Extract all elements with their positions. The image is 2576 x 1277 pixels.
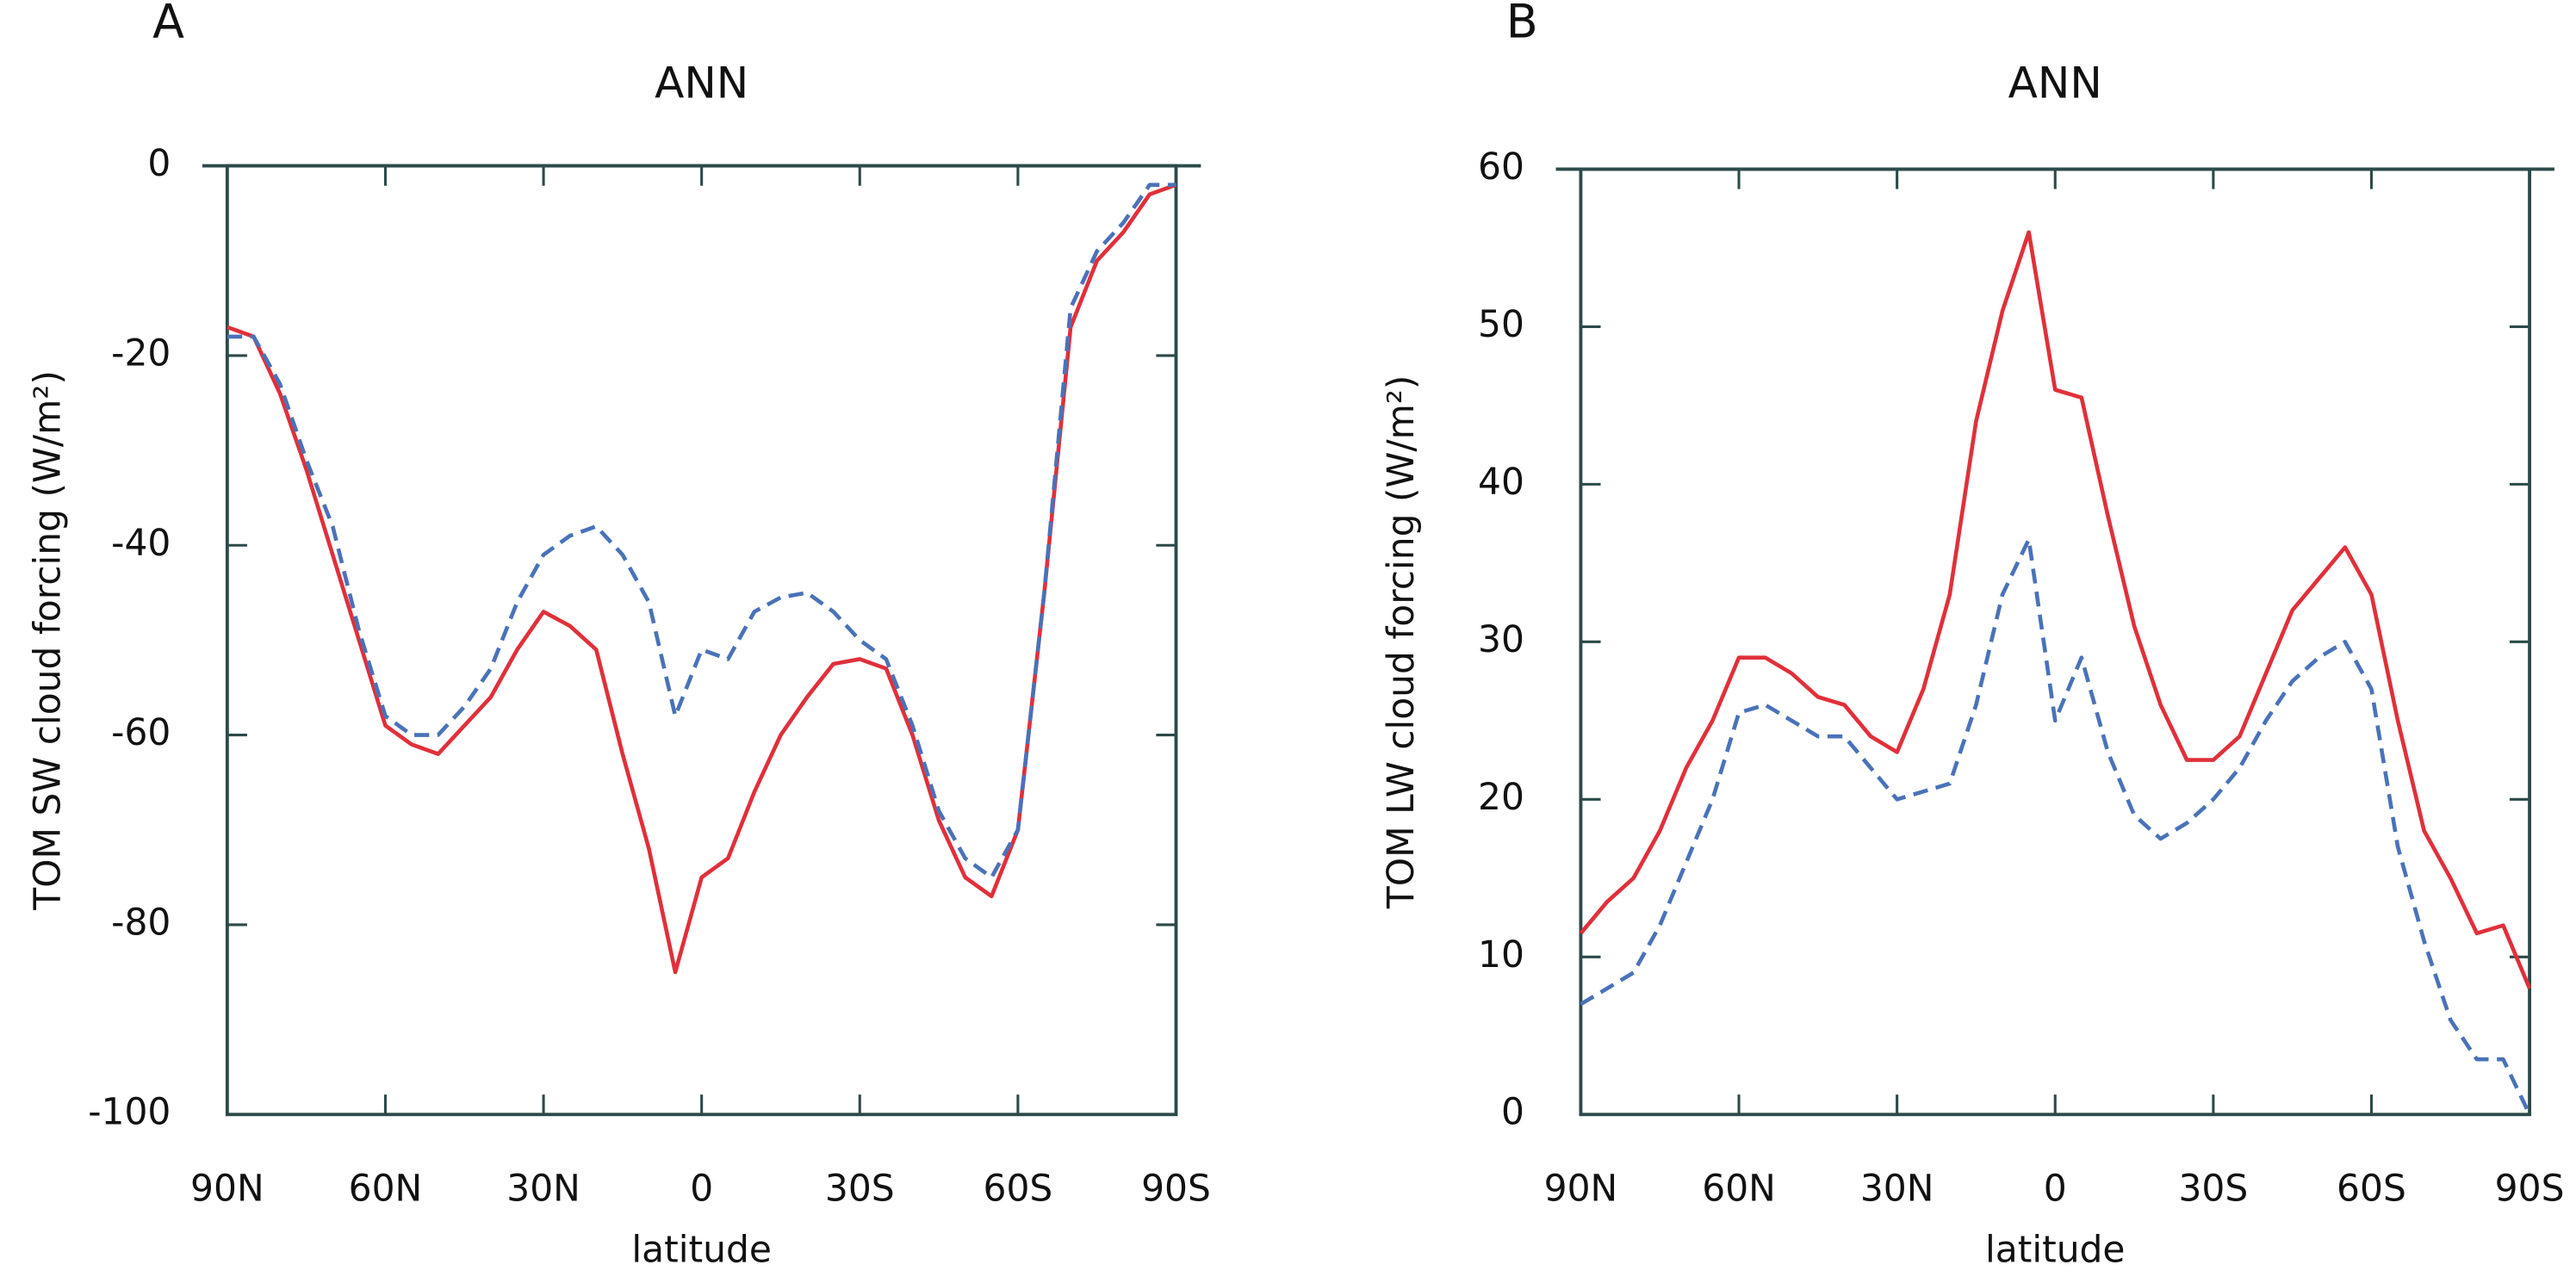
x-tick-label: 60S <box>983 1167 1052 1209</box>
series-line <box>227 183 1176 880</box>
y-tick-label: -100 <box>88 1091 171 1133</box>
panel-label: B <box>1506 0 1538 49</box>
series-line <box>1580 537 2532 1116</box>
panel-label: A <box>152 0 184 49</box>
x-tick-label: 60S <box>2337 1167 2406 1209</box>
y-tick-label: 10 <box>1478 933 1524 976</box>
x-tick-label: 90N <box>190 1167 264 1209</box>
x-tick-label: 90S <box>2495 1167 2565 1209</box>
y-tick-label: 0 <box>147 142 171 184</box>
y-axis-label: TOM LW cloud forcing (W/m²) <box>1380 375 1422 909</box>
x-tick-label: 30N <box>506 1167 580 1209</box>
y-tick-label: 50 <box>1478 303 1524 345</box>
y-tick-label: -20 <box>111 332 171 374</box>
y-tick-label: 60 <box>1478 146 1524 188</box>
x-tick-label: 30S <box>825 1167 895 1209</box>
x-tick-label: 30S <box>2178 1167 2248 1209</box>
series-line <box>1579 230 2532 989</box>
y-tick-label: 0 <box>1501 1091 1524 1133</box>
x-tick-label: 60N <box>1702 1167 1776 1209</box>
chart-title: ANN <box>655 59 748 108</box>
x-tick-label: 30N <box>1860 1167 1934 1209</box>
x-axis-label: latitude <box>631 1229 772 1271</box>
x-tick-label: 0 <box>690 1167 713 1209</box>
y-tick-label: -40 <box>111 522 171 564</box>
y-axis-label: TOM SW cloud forcing (W/m²) <box>26 370 68 911</box>
x-tick-label: 60N <box>349 1167 423 1209</box>
y-tick-label: -80 <box>111 901 171 943</box>
series-line <box>227 183 1177 975</box>
y-tick-label: 40 <box>1478 461 1524 503</box>
x-tick-label: 0 <box>2044 1167 2067 1209</box>
y-tick-label: 30 <box>1478 618 1524 660</box>
x-tick-label: 90S <box>1141 1167 1211 1209</box>
chart-title: ANN <box>2008 59 2102 108</box>
plot-frame <box>1579 167 2531 1117</box>
y-tick-label: 20 <box>1478 776 1524 818</box>
x-axis-label: latitude <box>1985 1229 2126 1271</box>
plot-frame <box>225 164 1178 1117</box>
x-tick-label: 90N <box>1544 1167 1618 1209</box>
y-tick-label: -60 <box>111 711 171 753</box>
